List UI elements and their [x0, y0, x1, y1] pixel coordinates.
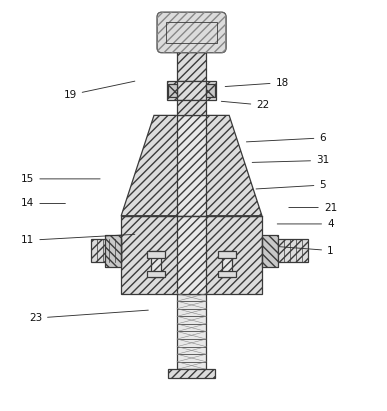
- Text: 11: 11: [21, 234, 135, 245]
- Bar: [177, 293, 206, 369]
- Text: 4: 4: [277, 219, 334, 229]
- Bar: [205, 84, 215, 97]
- Bar: [205, 84, 215, 97]
- Polygon shape: [121, 115, 262, 216]
- Text: 23: 23: [29, 310, 148, 323]
- Text: 14: 14: [21, 199, 65, 208]
- Bar: [121, 216, 262, 293]
- Text: 21: 21: [289, 203, 337, 212]
- Text: 15: 15: [21, 174, 100, 184]
- Text: 18: 18: [225, 78, 289, 88]
- Bar: [105, 235, 121, 266]
- Bar: [177, 216, 206, 293]
- Bar: [168, 369, 216, 379]
- Text: 22: 22: [221, 100, 269, 110]
- Text: 1: 1: [279, 245, 334, 256]
- Bar: [177, 115, 206, 216]
- Bar: [168, 84, 178, 97]
- Bar: [168, 81, 216, 100]
- Bar: [168, 84, 178, 97]
- Bar: [91, 239, 121, 263]
- Text: 19: 19: [63, 81, 135, 100]
- Bar: [262, 235, 278, 266]
- Bar: [147, 251, 165, 258]
- Bar: [147, 271, 165, 277]
- FancyBboxPatch shape: [157, 12, 226, 53]
- Bar: [166, 22, 217, 43]
- Text: 31: 31: [252, 155, 329, 166]
- Bar: [218, 271, 236, 277]
- Bar: [105, 235, 121, 266]
- Text: 5: 5: [256, 180, 326, 190]
- Text: 6: 6: [247, 133, 326, 143]
- Bar: [262, 235, 278, 266]
- Bar: [278, 239, 308, 263]
- Bar: [218, 251, 236, 258]
- Bar: [177, 100, 206, 115]
- Bar: [177, 48, 206, 87]
- Bar: [151, 251, 161, 277]
- Bar: [222, 251, 232, 277]
- Bar: [177, 81, 206, 100]
